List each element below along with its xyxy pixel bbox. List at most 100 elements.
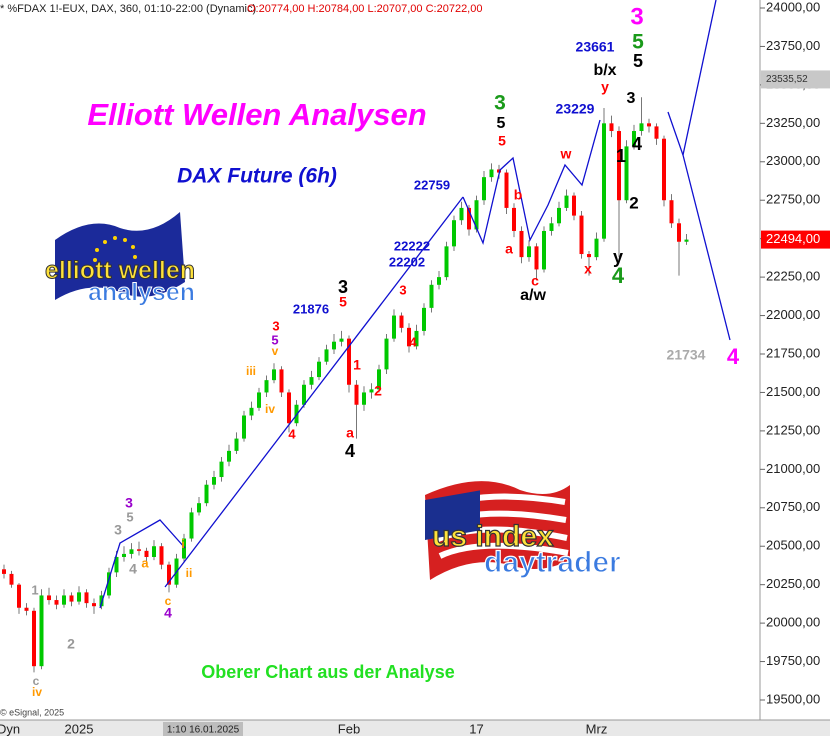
y-tick-label: 23250,00 [766,115,820,130]
x-tick-label: Mrz [586,721,608,736]
wave-label: v [272,344,279,358]
candle-body [129,549,134,554]
candle-body [414,330,419,347]
wave-label: 1 [616,146,626,166]
wave-label: y [601,79,609,95]
candle-body [279,369,284,393]
candle-body [54,600,59,605]
wave-label: 22202 [389,254,425,269]
wave-label: 1 [31,582,38,597]
wave-label: c [165,594,172,608]
candle-body [32,610,36,667]
candle-body [437,277,441,285]
candle-body [399,315,404,328]
wave-label: 23661 [576,39,615,55]
chart-title: Elliott Wellen Analysen [87,97,426,132]
wave-label: iv [32,685,42,699]
candle-body [392,315,396,339]
eu-logo-line1: elliott wellen [45,257,195,285]
candle-body [227,450,231,462]
wave-label: c [531,273,539,289]
us-flag-stripes [430,493,569,559]
candle-body [519,230,524,258]
us-logo-line1: us index [432,520,554,553]
candle-body [204,484,209,504]
y-tick-label: 21500,00 [766,384,820,399]
wave-label: 5 [271,332,278,347]
candle-body [579,215,584,255]
candle-body [219,461,224,478]
candle-body [482,177,486,201]
candle-body [497,169,501,173]
candle-body [77,592,81,602]
wave-label: i [181,537,184,551]
candle-body [422,307,426,331]
wave-label: a/w [520,287,546,304]
y-tick-label: 21250,00 [766,422,820,437]
wave-line [164,196,464,588]
candle-body [287,392,291,424]
candle-body [317,361,321,378]
y-tick-label: 23750,00 [766,38,820,53]
candle-body [384,338,389,370]
plot-layer [2,97,689,673]
candle-body [99,595,104,607]
candle-body [429,284,434,308]
wave-line [462,119,601,246]
y-tick-label: 19750,00 [766,653,820,668]
wave-label: 21734 [667,347,706,363]
wave-label: ii [186,566,193,580]
header-ohlc: O:20774,00 H:20784,00 L:20707,00 C:20722… [247,3,482,15]
wave-label: 5 [126,509,133,524]
candle-body [9,573,14,585]
y-tick-label: 22750,00 [766,192,820,207]
x-tick-label: 2025 [65,721,94,736]
x-tick-label: 17 [469,721,483,736]
price-marker-box [761,70,830,89]
candle-body [602,123,606,239]
candle-body [272,369,276,381]
candle-body [609,123,614,132]
candle-body [47,595,51,601]
wave-label: 4 [288,426,296,441]
candle-body [527,246,531,258]
wave-label: 4 [409,334,417,349]
wave-label: y [613,247,623,267]
session-label: Dyn [0,721,20,736]
wave-label: 4 [164,605,172,621]
candle-body [17,584,21,608]
wave-label: iii [246,364,256,378]
wave-label: 2 [629,193,638,212]
wave-label: 3 [272,318,279,333]
wave-label: 3 [125,495,133,511]
eu-logo-line2: analysen [88,279,195,307]
y-tick-label: 24000,00 [766,0,820,14]
candle-body [549,223,554,231]
y-tick-label: 23000,00 [766,153,820,168]
eu-logo: elliott wellen analysen [45,212,196,307]
wave-label: 3 [627,90,636,107]
candle-body [632,131,636,147]
candle-body [647,123,651,127]
candle-body [324,349,329,362]
candle-body [587,254,591,258]
candle-body [264,380,269,393]
wave-label: 4 [612,263,625,288]
y-tick-label: 20250,00 [766,576,820,591]
footer: Oberer Chart aus der Analyse [201,662,454,682]
candle-body [24,607,29,611]
candle-body [572,195,576,216]
cursor-label: 1:10 16.01.2025 [167,725,240,736]
wave-label: 2 [67,636,75,652]
wave-label: 3 [338,277,348,297]
candle-body [669,200,674,224]
candle-body [677,223,681,242]
candle-body [542,230,546,270]
candle-body [557,207,561,224]
candle-body [654,126,659,139]
candle-body [152,546,156,557]
y-tick-label: 21000,00 [766,461,820,476]
wave-line [99,519,186,609]
